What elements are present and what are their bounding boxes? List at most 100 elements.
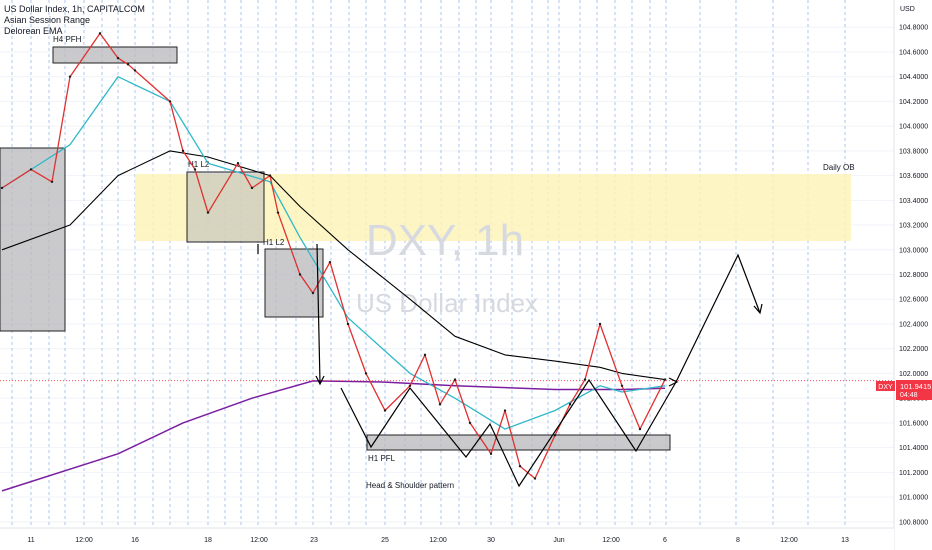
time-tick-label: 12:00 bbox=[602, 537, 620, 544]
price-tick-label: 103.0000 bbox=[899, 247, 928, 254]
price-point bbox=[408, 384, 412, 387]
price-point bbox=[620, 384, 624, 387]
legend-indicator-asian-session[interactable]: Asian Session Range bbox=[4, 15, 91, 25]
price-point bbox=[423, 353, 427, 357]
price-point bbox=[268, 174, 272, 177]
price-point bbox=[503, 409, 507, 412]
price-point bbox=[98, 32, 102, 35]
price-axis-background bbox=[894, 0, 932, 550]
time-tick-label: 8 bbox=[736, 537, 740, 544]
drop-arrow-head bbox=[315, 375, 325, 386]
price-point bbox=[518, 464, 522, 468]
time-tick-label: 16 bbox=[131, 537, 139, 544]
price-point bbox=[236, 162, 240, 165]
price-point bbox=[116, 56, 120, 60]
time-tick-label: Jun bbox=[553, 537, 564, 544]
price-point bbox=[133, 69, 137, 72]
price-point bbox=[276, 211, 280, 214]
price-tick-label: 102.8000 bbox=[899, 272, 928, 279]
bar-countdown: 04:48 bbox=[900, 392, 918, 399]
price-point bbox=[663, 378, 667, 381]
price-point bbox=[453, 378, 457, 381]
price-series-line[interactable] bbox=[1, 32, 666, 480]
time-tick-label: 13 bbox=[841, 537, 849, 544]
price-axis[interactable]: USD 104.8000104.6000104.4000104.2000104.… bbox=[876, 0, 932, 550]
price-point bbox=[638, 427, 642, 431]
h4-pfh-label: H4 PFH bbox=[53, 35, 82, 44]
time-ticks: 11 12:00 16 18 12:00 23 25 12:00 30 Jun 12:00 6 8 12:… bbox=[27, 537, 849, 544]
last-price-tag bbox=[896, 380, 932, 400]
price-point bbox=[68, 75, 72, 78]
time-tick-label: 12:00 bbox=[250, 537, 268, 544]
price-tick-label: 103.6000 bbox=[899, 173, 928, 180]
time-tick-label: 12:00 bbox=[429, 537, 447, 544]
legend-symbol[interactable]: US Dollar Index, 1h, CAPITALCOM bbox=[4, 4, 145, 14]
time-tick-label: 11 bbox=[27, 537, 34, 544]
h1-pfl-box[interactable] bbox=[366, 434, 671, 451]
price-tick-label: 103.2000 bbox=[899, 223, 928, 230]
time-tick-label: 6 bbox=[663, 537, 667, 544]
price-point bbox=[126, 63, 130, 66]
drop-arrow[interactable] bbox=[316, 243, 321, 384]
price-tick-label: 101.4000 bbox=[899, 445, 928, 452]
price-point bbox=[583, 378, 587, 381]
price-tick-label: 104.0000 bbox=[899, 124, 928, 131]
price-point bbox=[168, 100, 172, 103]
ema-slow-line[interactable] bbox=[1, 150, 666, 381]
watermark-ticker: DXY, 1h bbox=[366, 216, 524, 265]
price-tick-label: 101.6000 bbox=[899, 420, 928, 427]
price-point bbox=[328, 260, 332, 264]
price-point bbox=[489, 452, 493, 456]
last-price-symbol-tag bbox=[876, 381, 895, 391]
watermark-name: US Dollar Index bbox=[356, 288, 538, 318]
price-point bbox=[181, 149, 185, 153]
price-axis-currency: USD bbox=[900, 6, 915, 13]
ema-long-line[interactable] bbox=[1, 380, 666, 492]
last-price-badge: DXY 101.9415 04:48 bbox=[876, 380, 932, 400]
price-point bbox=[598, 322, 602, 326]
legend-indicator-ema[interactable]: Delorean EMA bbox=[4, 26, 63, 36]
price-tick-label: 101.2000 bbox=[899, 470, 928, 477]
time-axis[interactable]: 11 12:00 16 18 12:00 23 25 12:00 30 Jun 12:00 6 8 12:… bbox=[0, 527, 894, 550]
price-tick-label: 103.8000 bbox=[899, 148, 928, 155]
price-point bbox=[553, 434, 557, 437]
price-point bbox=[50, 180, 54, 183]
time-tick-label: 30 bbox=[487, 537, 495, 544]
price-tick-label: 103.4000 bbox=[899, 198, 928, 205]
price-point bbox=[568, 403, 572, 406]
price-tick-label: 102.2000 bbox=[899, 346, 928, 353]
price-point bbox=[0, 186, 4, 190]
end-arrow-head bbox=[668, 377, 679, 387]
price-point bbox=[311, 291, 315, 295]
time-tick-label: 23 bbox=[310, 537, 318, 544]
price-point bbox=[346, 322, 350, 326]
h1-pfl-label: H1 PFL bbox=[368, 454, 396, 463]
chart-legend[interactable]: US Dollar Index, 1h, CAPITALCOM Asian Se… bbox=[4, 4, 145, 37]
drawings[interactable] bbox=[257, 243, 763, 488]
price-tick-label: 102.6000 bbox=[899, 297, 928, 304]
price-tick-label: 104.6000 bbox=[899, 49, 928, 56]
h1-l2-label-2: H1 L2 bbox=[263, 238, 285, 247]
daily-ob-label: Daily OB bbox=[823, 163, 855, 172]
asian-range-box-1[interactable] bbox=[0, 147, 66, 332]
time-tick-label: 25 bbox=[381, 537, 389, 544]
h1-l2-label-1: H1 L2 bbox=[188, 160, 210, 169]
last-price-value: 101.9415 bbox=[900, 382, 931, 391]
projection-path[interactable] bbox=[675, 253, 761, 383]
price-tick-label: 101.0000 bbox=[899, 495, 928, 502]
session-lines bbox=[11, 0, 846, 528]
price-point bbox=[298, 273, 302, 276]
price-ticks: 104.8000 104.6000 104.4000 104.2000 104.0000… bbox=[899, 25, 928, 527]
ema-fast-line[interactable] bbox=[1, 76, 666, 430]
price-tick-label: 104.8000 bbox=[899, 25, 928, 32]
price-point bbox=[438, 403, 442, 406]
price-point bbox=[250, 186, 254, 190]
price-tick-label: 102.4000 bbox=[899, 321, 928, 328]
time-tick-label: 12:00 bbox=[75, 537, 93, 544]
price-tick-label: 104.2000 bbox=[899, 99, 928, 106]
price-point bbox=[29, 168, 33, 171]
time-tick-label: 18 bbox=[204, 537, 212, 544]
head-shoulders-pattern[interactable] bbox=[340, 378, 677, 488]
price-point bbox=[206, 211, 210, 214]
